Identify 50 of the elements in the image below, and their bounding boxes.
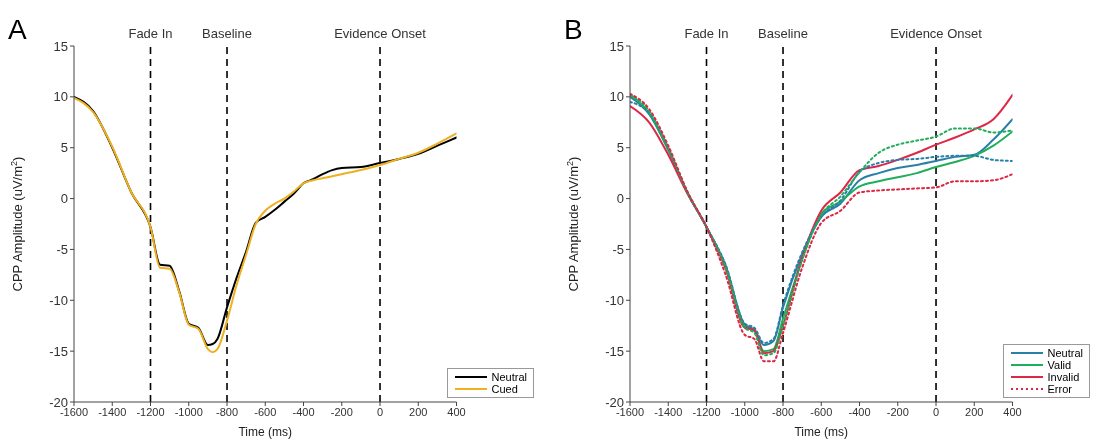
x-tick-label: 200 [409,405,428,418]
y-tick-label: 5 [60,140,68,156]
ref-line-label: Baseline [758,26,808,41]
y-tick-label: 15 [609,38,624,54]
x-tick-label: -200 [330,405,353,418]
x-tick-label: -600 [254,405,277,418]
x-tick-label: -1400 [654,405,683,418]
x-tick-label: -1400 [98,405,127,418]
x-tick-label: -800 [772,405,795,418]
y-tick-label: 10 [53,89,68,105]
y-tick-label: 10 [609,89,624,105]
y-tick-label: -10 [49,292,68,308]
y-tick-label: -15 [605,343,624,359]
y-tick-label: 15 [53,38,68,54]
legend-label: Cued [491,383,518,395]
y-tick-label: 0 [616,191,624,207]
x-tick-label: -800 [216,405,239,418]
x-tick-label: 400 [447,405,466,418]
x-tick-label: 400 [1003,405,1022,418]
legend-label: Invalid [1047,371,1080,383]
ref-line-label: Fade In [128,26,173,41]
ref-line-label: Baseline [202,26,252,41]
chart-title: A [8,14,27,46]
ref-line-label: Evidence Onset [890,26,983,41]
x-tick-label: -600 [810,405,833,418]
x-tick-label: 0 [932,405,940,418]
legend-label: Neutral [1047,347,1083,359]
y-tick-label: -5 [612,242,624,258]
x-axis-title: Time (ms) [238,425,293,439]
ref-line-label: Fade In [684,26,729,41]
x-tick-label: -1200 [136,405,165,418]
x-tick-label: -400 [848,405,871,418]
x-tick-label: -1000 [730,405,759,418]
x-tick-label: 200 [965,405,984,418]
x-tick-label: 0 [376,405,384,418]
legend-label: Valid [1047,359,1072,371]
ref-line-label: Evidence Onset [334,26,427,41]
y-tick-label: -15 [49,343,68,359]
y-tick-label: 5 [616,140,624,156]
legend-label: Error [1047,383,1072,395]
x-tick-label: -1200 [692,405,721,418]
x-axis-title: Time (ms) [794,425,849,439]
y-tick-label: -5 [56,242,68,258]
x-tick-label: -200 [886,405,909,418]
y-tick-label: 0 [60,191,68,207]
y-tick-label: -10 [605,292,624,308]
legend-label: Neutral [491,371,527,383]
x-tick-label: -400 [292,405,315,418]
x-tick-label: -1000 [174,405,203,418]
chart-title: B [564,14,583,46]
